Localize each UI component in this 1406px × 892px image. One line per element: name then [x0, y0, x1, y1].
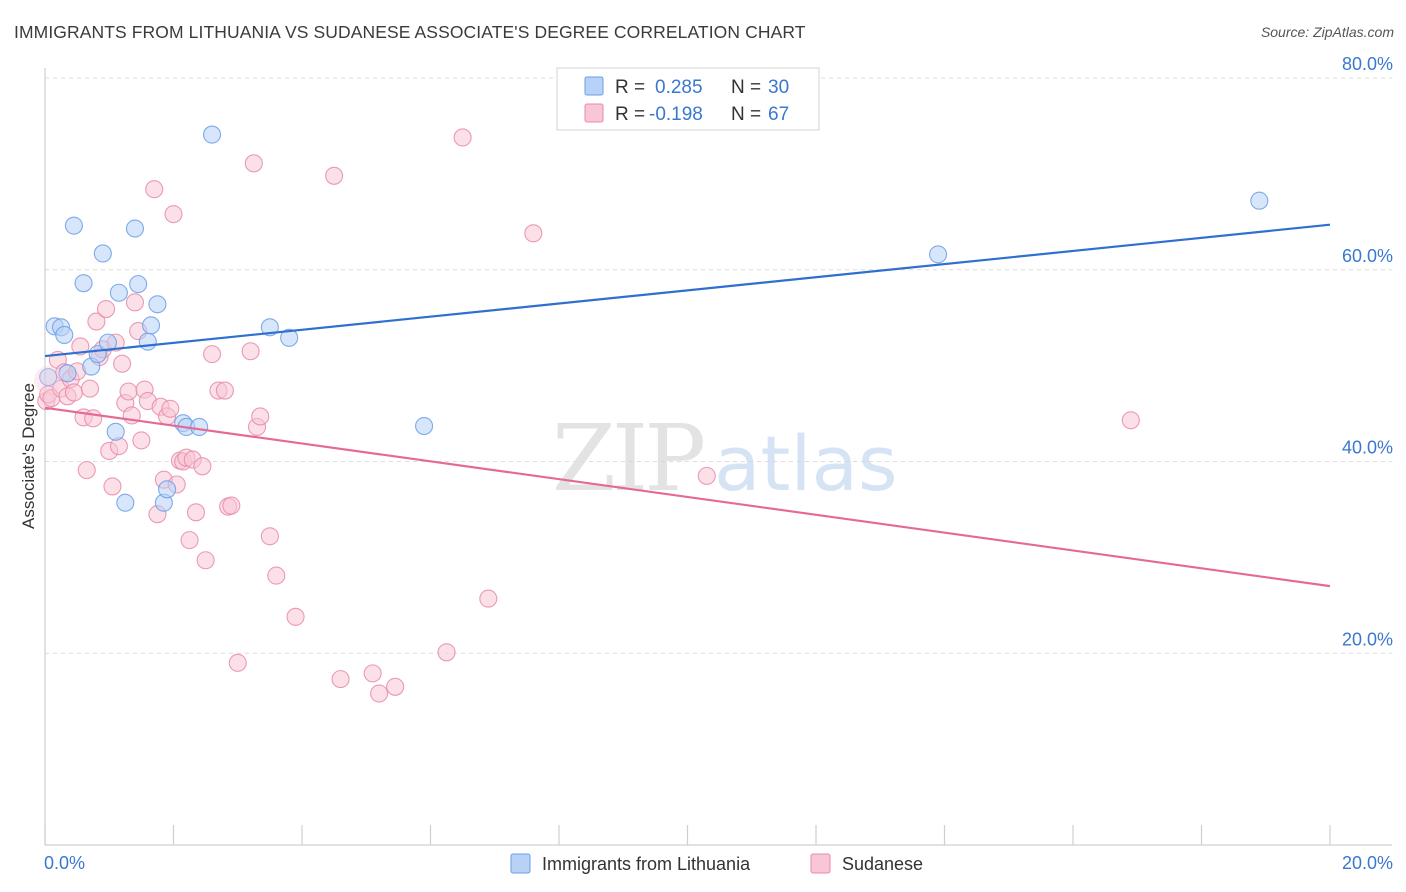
x-tick-label-0: 0.0%: [44, 853, 85, 873]
point-sudanese-52: [222, 496, 241, 515]
watermark: ZIP atlas: [552, 405, 898, 512]
stats-legend: R = 0.285 N = 30 R = -0.198 N = 67: [556, 67, 820, 131]
stats-r-value-2: -0.198: [649, 104, 703, 125]
point-sudanese-62: [331, 670, 350, 689]
point-sudanese-64: [370, 684, 389, 703]
point-lithuania-23: [190, 417, 209, 437]
x-tick-label-1: 20.0%: [1342, 853, 1393, 873]
point-sudanese-18: [96, 300, 116, 319]
legend-label-sudanese: Sudanese: [842, 854, 923, 874]
point-sudanese-23: [113, 354, 132, 373]
point-sudanese-32: [145, 180, 164, 199]
point-lithuania-15: [129, 275, 148, 294]
y-tick-label-3: 80.0%: [1342, 54, 1393, 74]
legend-label-lithuania: Immigrants from Lithuania: [542, 854, 751, 874]
point-sudanese-47: [196, 551, 215, 570]
point-sudanese-61: [325, 166, 344, 185]
point-sudanese-66: [437, 643, 456, 662]
point-sudanese-29: [132, 431, 151, 450]
point-lithuania-13: [116, 493, 135, 512]
point-lithuania-27: [415, 416, 434, 436]
point-lithuania-6: [74, 274, 93, 293]
stats-n-value-2: 67: [768, 104, 789, 125]
point-lithuania-14: [125, 219, 144, 238]
stats-n-label-1: N =: [731, 77, 761, 98]
legend-swatch-lithuania: [510, 853, 531, 874]
point-lithuania-9: [93, 244, 112, 263]
point-lithuania-20: [158, 480, 177, 499]
watermark-zip: ZIP: [552, 405, 703, 512]
point-lithuania-28: [929, 245, 948, 264]
point-lithuania-26: [280, 328, 299, 347]
stats-swatch-pink: [584, 103, 604, 123]
stats-r-label-1: R =: [615, 77, 645, 98]
legend-swatch-sudanese: [810, 853, 831, 874]
point-lithuania-18: [148, 295, 167, 314]
point-sudanese-8: [64, 383, 83, 402]
point-lithuania-16: [138, 332, 157, 351]
point-sudanese-14: [84, 409, 103, 428]
point-lithuania-10: [98, 333, 118, 352]
stats-r-label-2: R =: [615, 104, 645, 125]
point-sudanese-50: [215, 381, 234, 400]
stats-r-value-1: 0.285: [655, 77, 703, 98]
point-lithuania-17: [141, 316, 161, 335]
y-tick-label-2: 60.0%: [1342, 246, 1393, 266]
point-lithuania-29: [1250, 191, 1269, 210]
point-sudanese-63: [363, 664, 382, 683]
points-layer: [34, 125, 1269, 703]
point-sudanese-68: [479, 589, 498, 608]
axes-layer: [44, 68, 1392, 846]
point-lithuania-24: [203, 125, 222, 144]
y-axis-label: Associate's Degree: [19, 383, 38, 529]
watermark-atlas: atlas: [714, 419, 898, 508]
series-legend: Immigrants from Lithuania Sudanese: [510, 853, 923, 874]
point-sudanese-13: [80, 379, 100, 398]
point-sudanese-57: [251, 407, 270, 426]
point-sudanese-60: [286, 607, 305, 626]
point-sudanese-54: [241, 342, 260, 361]
point-sudanese-45: [186, 503, 206, 522]
point-sudanese-70: [697, 466, 716, 485]
point-sudanese-48: [203, 345, 222, 364]
point-sudanese-67: [453, 128, 472, 147]
y-tick-label-0: 20.0%: [1342, 629, 1393, 649]
point-lithuania-12: [109, 283, 128, 302]
tick-labels: 20.0% 40.0% 60.0% 80.0% 0.0% 20.0%: [44, 54, 1393, 873]
trend-line-sudanese: [44, 406, 1331, 588]
point-lithuania-0: [39, 368, 58, 387]
point-sudanese-65: [386, 677, 405, 696]
point-sudanese-15: [87, 312, 106, 331]
point-sudanese-69: [524, 224, 543, 243]
point-lithuania-5: [64, 216, 83, 235]
point-sudanese-10: [71, 337, 90, 356]
point-sudanese-38: [164, 205, 183, 224]
point-sudanese-37: [161, 399, 180, 418]
stats-n-label-2: N =: [731, 104, 761, 125]
point-sudanese-43: [180, 531, 199, 550]
y-tick-label-1: 40.0%: [1342, 438, 1393, 458]
point-sudanese-53: [228, 653, 247, 672]
point-sudanese-58: [260, 527, 279, 546]
point-lithuania-3: [55, 325, 74, 344]
point-sudanese-12: [77, 461, 96, 480]
point-sudanese-46: [193, 457, 212, 476]
point-sudanese-20: [103, 477, 122, 496]
point-cluster-origin: [34, 366, 63, 395]
point-sudanese-25: [119, 382, 138, 401]
point-sudanese-55: [244, 154, 263, 173]
point-sudanese-59: [267, 566, 286, 585]
chart-title: IMMIGRANTS FROM LITHUANIA VS SUDANESE AS…: [14, 22, 806, 42]
point-lithuania-11: [106, 422, 125, 441]
trend-layer: [44, 223, 1331, 588]
trend-line-lithuania: [44, 223, 1331, 358]
point-lithuania-4: [58, 364, 77, 383]
stats-n-value-1: 30: [768, 77, 789, 98]
point-sudanese-27: [125, 293, 144, 312]
chart-source: Source: ZipAtlas.com: [1260, 24, 1394, 40]
point-sudanese-71: [1121, 411, 1140, 430]
stats-swatch-blue: [584, 76, 604, 96]
